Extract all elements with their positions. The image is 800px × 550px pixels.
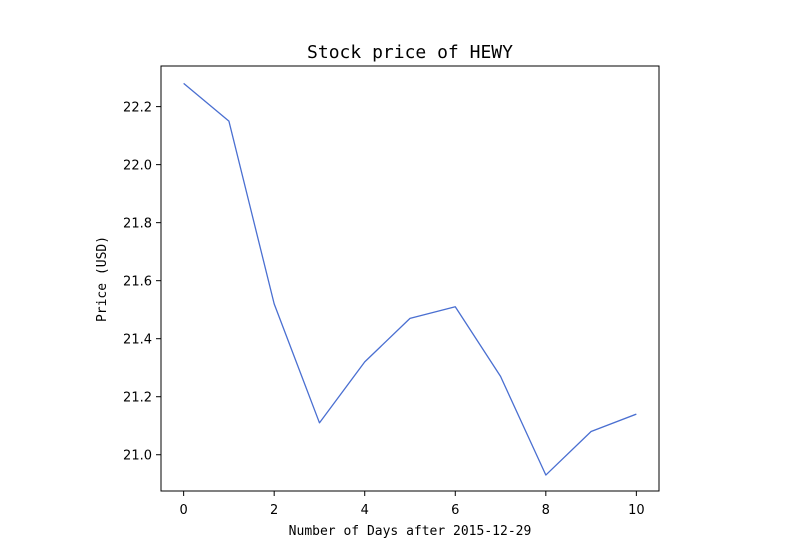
y-tick-label: 21.6 — [123, 275, 152, 290]
series-layer — [183, 82, 637, 476]
x-tick-label: 0 — [179, 503, 187, 518]
x-tick-label: 4 — [361, 503, 369, 518]
y-tick-label: 21.0 — [123, 449, 152, 464]
x-tick-label: 6 — [451, 503, 459, 518]
x-tick-label: 2 — [270, 503, 278, 518]
plot-frame — [160, 65, 660, 492]
y-tick-label: 22.2 — [123, 101, 152, 116]
x-axis: 0 2 4 6 8 10 — [179, 491, 645, 518]
x-tick-label: 8 — [542, 503, 550, 518]
y-axis: 21.0 21.2 21.4 21.6 21.8 22.0 22.2 — [123, 101, 161, 464]
chart-title: Stock price of HEWY — [307, 42, 513, 63]
y-tick-label: 21.2 — [123, 391, 152, 406]
x-tick-label: 10 — [628, 503, 645, 518]
price-series-line — [183, 82, 637, 476]
y-axis-label: Price (USD) — [95, 236, 110, 322]
y-tick-label: 21.4 — [123, 333, 152, 348]
y-tick-label: 21.8 — [123, 217, 152, 232]
x-axis-label: Number of Days after 2015-12-29 — [289, 524, 532, 539]
y-tick-label: 22.0 — [123, 159, 152, 174]
